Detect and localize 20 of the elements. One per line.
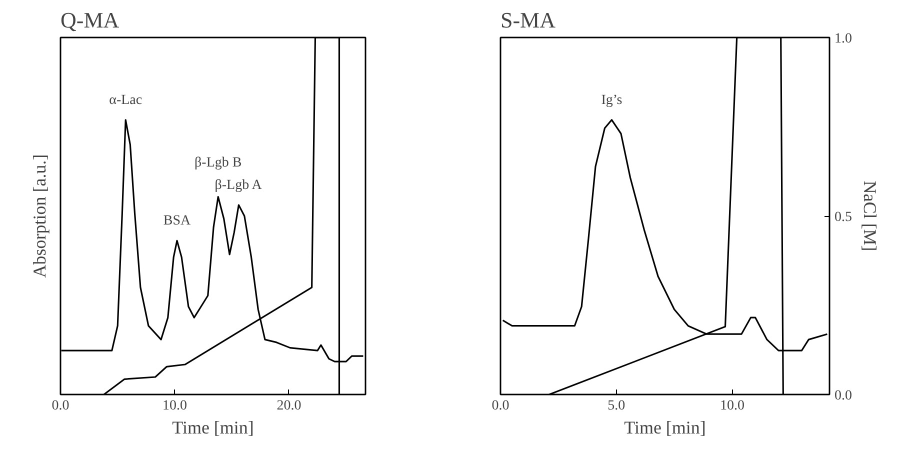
y-axis-title: Absorption [a.u.] [30, 154, 50, 278]
x-tick-label: 0.0 [492, 398, 510, 414]
text: 0.5 [834, 210, 852, 225]
x-tick-label: 5.0 [608, 398, 626, 414]
annotation: BSA [163, 214, 192, 229]
annotation: Ig’s [601, 92, 622, 108]
x-tick-label: 0.0 [52, 398, 70, 414]
chart-title: Q-MA [60, 8, 120, 32]
x-tick-label: 20.0 [276, 398, 302, 414]
annotation: α-Lac [109, 92, 142, 108]
y2-axis-title: NaCl [M] [860, 180, 880, 252]
x-tick-label: 10.0 [720, 398, 744, 414]
annotation: β-Lgb A [214, 178, 263, 194]
annotation: β-Lgb B [194, 156, 242, 171]
chart-title: S-MA [500, 8, 556, 32]
text: 0.0 [834, 388, 852, 404]
x-axis-title: Time [min] [624, 418, 706, 438]
x-axis-title: Time [min] [172, 418, 254, 438]
text: 1.0 [834, 32, 852, 46]
x-tick-label: 10.0 [162, 398, 187, 414]
